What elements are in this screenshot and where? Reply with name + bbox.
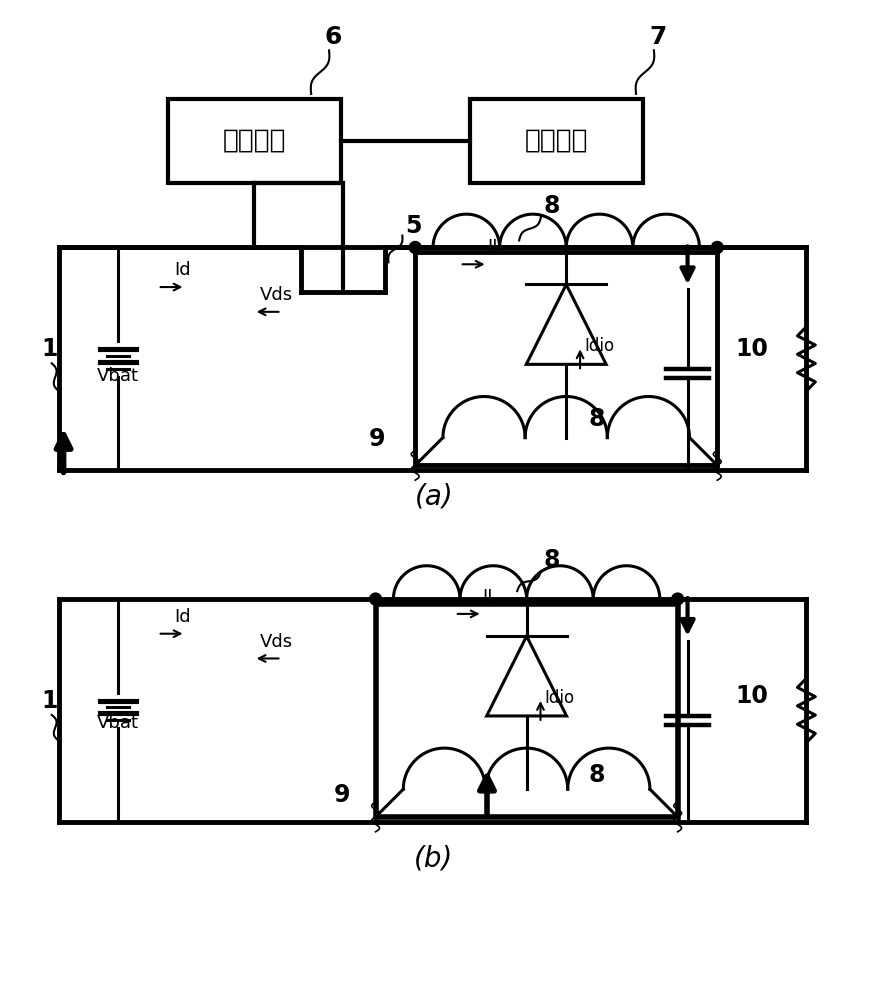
Text: Idio: Idio: [545, 689, 574, 707]
Text: 5: 5: [405, 214, 421, 238]
Text: IL: IL: [488, 238, 503, 256]
Circle shape: [672, 593, 684, 605]
Text: 1: 1: [42, 337, 58, 361]
Text: 8: 8: [588, 763, 605, 787]
Circle shape: [712, 242, 723, 253]
Circle shape: [369, 593, 381, 605]
Text: 9: 9: [334, 783, 350, 807]
Text: 10: 10: [735, 684, 768, 708]
Text: Vds: Vds: [260, 286, 293, 304]
Text: Vbat: Vbat: [97, 367, 139, 385]
Text: Idio: Idio: [584, 337, 614, 355]
Text: 8: 8: [588, 407, 605, 431]
Text: Id: Id: [175, 261, 191, 279]
Text: 6: 6: [324, 25, 342, 49]
Bar: [469, 99, 643, 183]
Text: IL: IL: [482, 588, 498, 606]
Text: 震荡电路: 震荡电路: [525, 128, 588, 154]
Text: Vbat: Vbat: [97, 714, 139, 732]
Bar: [415, 252, 717, 465]
Text: Id: Id: [175, 608, 191, 626]
Circle shape: [409, 242, 421, 253]
Polygon shape: [527, 284, 607, 364]
Text: 驱动电路: 驱动电路: [222, 128, 286, 154]
Bar: [168, 99, 341, 183]
Text: 9: 9: [368, 427, 385, 451]
Text: 8: 8: [544, 194, 561, 218]
Text: 10: 10: [735, 337, 768, 361]
Text: (b): (b): [415, 844, 454, 872]
Text: 1: 1: [42, 689, 58, 713]
Text: Vds: Vds: [260, 633, 293, 651]
Polygon shape: [487, 636, 567, 716]
Text: 7: 7: [649, 25, 667, 49]
Bar: [375, 604, 678, 817]
Text: 8: 8: [544, 548, 561, 572]
Text: (a): (a): [415, 483, 454, 511]
